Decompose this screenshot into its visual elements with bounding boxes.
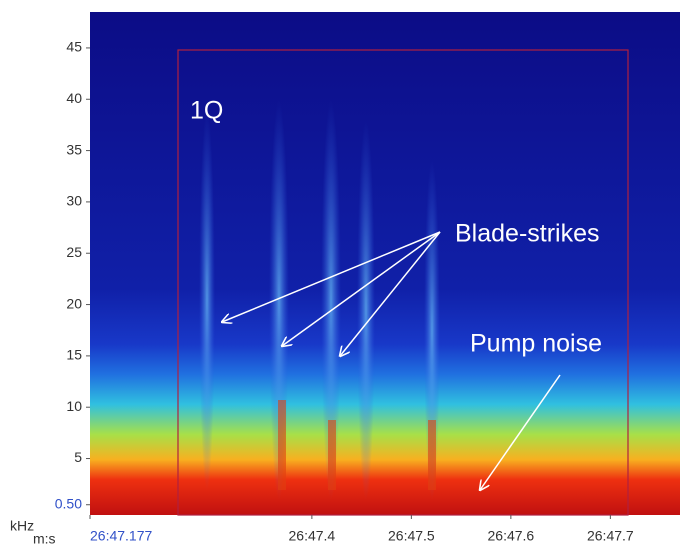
annotation: 1Q xyxy=(190,97,223,125)
strike-hot xyxy=(278,400,286,490)
y-tick-label: 45 xyxy=(66,39,82,55)
annotation: Pump noise xyxy=(470,330,602,358)
y-axis-label: kHz xyxy=(10,518,34,534)
x-tick-label: 26:47.4 xyxy=(289,528,336,544)
strike-streak xyxy=(357,120,375,500)
x-tick-label: 26:47.7 xyxy=(587,528,634,544)
y-tick-label: 30 xyxy=(66,193,82,209)
y-tick-label: 40 xyxy=(66,90,82,106)
x-axis-label: m:s xyxy=(33,531,56,547)
x-tick-label: 26:47.6 xyxy=(488,528,535,544)
x-tick-label: 26:47.5 xyxy=(388,528,435,544)
strike-hot xyxy=(428,420,436,490)
y-tick-label: 15 xyxy=(66,347,82,363)
arrow xyxy=(222,231,441,322)
y-tick-label: 0.50 xyxy=(55,495,82,511)
selection-box xyxy=(177,49,629,516)
arrow xyxy=(340,231,441,356)
spectrogram-image xyxy=(90,12,680,515)
y-tick-label: 35 xyxy=(66,141,82,157)
x-tick-label: 26:47.177 xyxy=(90,528,152,544)
arrow xyxy=(480,374,561,490)
strike-streak xyxy=(199,110,215,490)
strike-hot xyxy=(328,420,336,490)
plot-area xyxy=(90,12,680,516)
arrows xyxy=(222,231,561,490)
strike-streak xyxy=(321,100,341,500)
y-tick-label: 5 xyxy=(74,449,82,465)
strike-streak xyxy=(424,160,440,500)
annotation: Blade-strikes xyxy=(455,220,600,248)
y-tick-label: 10 xyxy=(66,398,82,414)
arrow xyxy=(282,231,441,346)
y-tick-label: 20 xyxy=(66,295,82,311)
y-tick-label: 25 xyxy=(66,244,82,260)
